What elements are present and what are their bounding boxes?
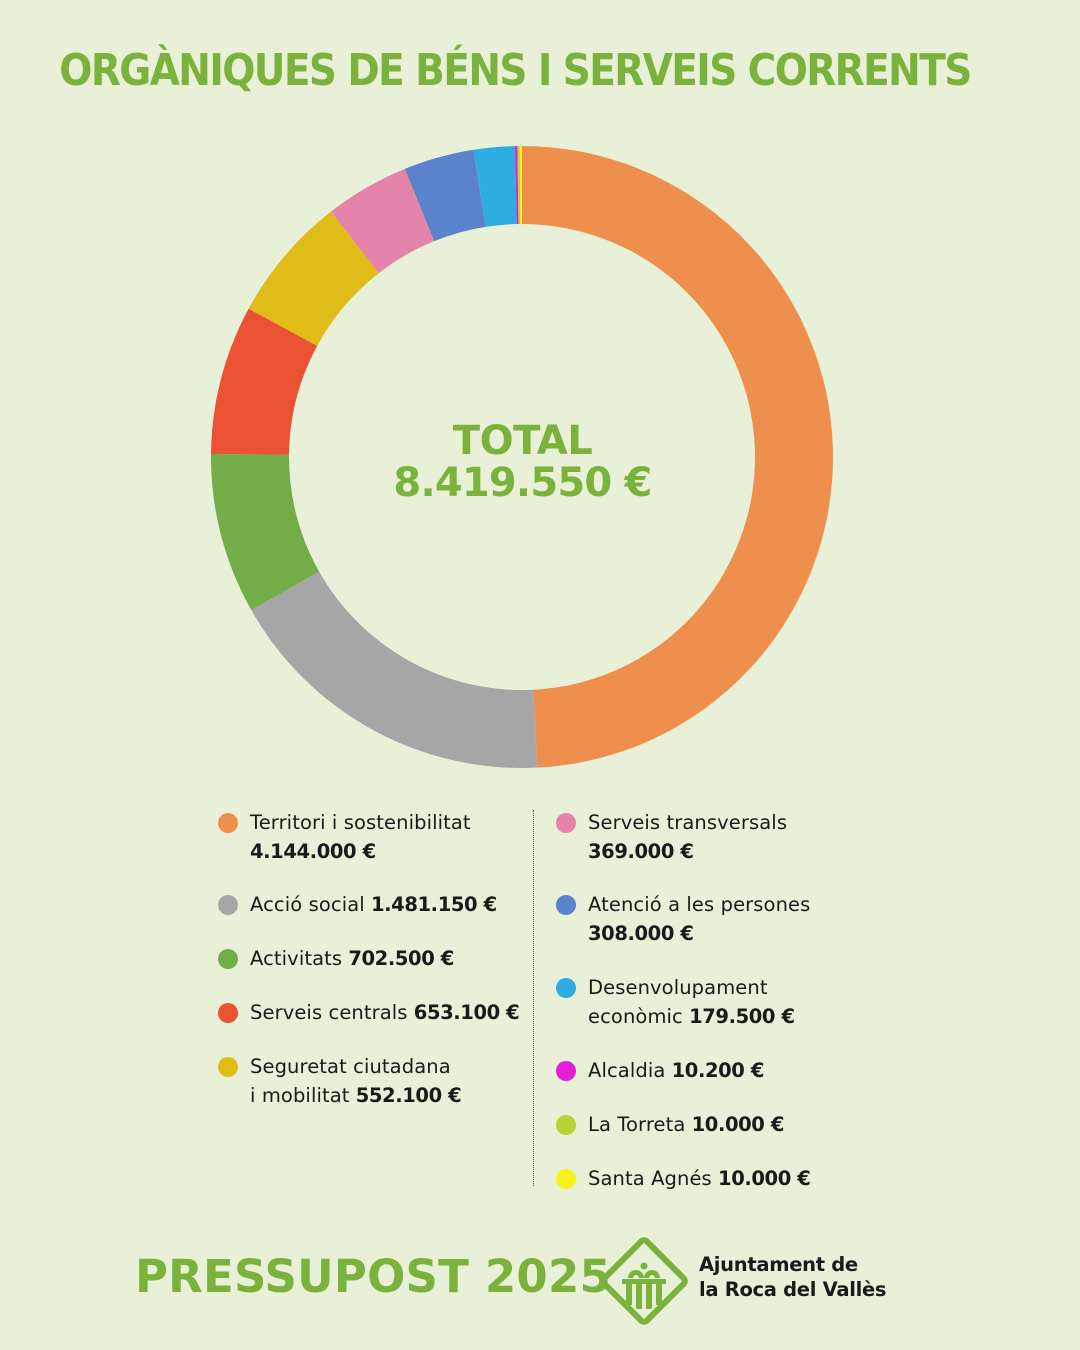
legend-label: Serveis transversals [588,811,788,834]
org-name: Ajuntament de la Roca del Vallès [699,1252,887,1302]
town-logo-icon [600,1237,688,1325]
legend-item: Desenvolupament econòmic 179.500 € [556,973,795,1031]
total-heading: TOTAL [452,418,593,464]
donut-slice-la-torreta [517,146,521,225]
legend-label-cont: econòmic [588,1005,683,1028]
donut-slice-desenvolupament-econ-mic [473,146,517,227]
legend-label: Atenció a les persones [588,893,811,916]
legend-item: Alcaldia 10.200 € [556,1056,764,1085]
donut-slice-territori-i-sostenibilitat [522,146,834,768]
legend-dot [218,895,238,915]
legend-label: Alcaldia [588,1059,666,1082]
donut-slice-activitats [211,453,320,611]
legend-divider [533,810,534,1186]
legend-dot [556,978,576,998]
total-value: 8.419.550 € [393,460,652,506]
legend-item: Santa Agnés 10.000 € [556,1164,811,1193]
donut-slice-seguretat-ciutadana-i-mobilitat [248,211,379,346]
donut-slice-serveis-transversals [330,168,435,274]
legend-dot [556,1061,576,1081]
legend-dot [218,949,238,969]
legend-value: 308.000 € [588,922,694,945]
legend-value: 369.000 € [588,840,694,863]
legend-value: 1.481.150 € [371,893,497,916]
donut-slice-acci-social [251,571,538,769]
legend-item: Seguretat ciutadana i mobilitat 552.100 … [218,1052,462,1110]
legend-dot [556,1115,576,1135]
legend-dot [556,813,576,833]
legend-dot [556,895,576,915]
legend-label: Activitats [250,947,343,970]
legend-dot [556,1169,576,1189]
legend-dot [218,1003,238,1023]
budget-title: PRESSUPOST 2025 [135,1250,611,1303]
legend-label: Territori i sostenibilitat [250,811,471,834]
legend-value: 10.000 € [691,1113,785,1136]
legend-label: Santa Agnés [588,1167,712,1190]
legend-item: Serveis transversals 369.000 € [556,808,787,866]
org-name-line2: la Roca del Vallès [699,1278,887,1301]
donut-slice-alcaldia [514,146,519,225]
total-label: TOTAL 8.419.550 € [370,420,675,504]
legend-dot [218,813,238,833]
legend-label: Acció social [250,893,365,916]
legend-label: Desenvolupament [588,976,768,999]
donut-chart [211,146,834,769]
legend-item: Acció social 1.481.150 € [218,890,497,919]
legend-value: 653.100 € [413,1001,520,1024]
legend-value: 4.144.000 € [250,840,376,863]
legend-label: Seguretat ciutadana [250,1055,451,1078]
legend-item: Activitats 702.500 € [218,944,454,973]
legend-label: Serveis centrals [250,1001,408,1024]
legend-item: Atenció a les persones 308.000 € [556,890,810,948]
legend-value: 702.500 € [348,947,454,970]
legend-dot [218,1057,238,1077]
legend-item: Serveis centrals 653.100 € [218,998,520,1027]
donut-slice-serveis-centrals [211,308,318,455]
legend-item: Territori i sostenibilitat 4.144.000 € [218,808,471,866]
legend-label: La Torreta [588,1113,686,1136]
donut-slice-atenci-a-les-persones [404,149,486,242]
donut-slice-santa-agn-s [519,146,522,225]
legend-value: 10.200 € [671,1059,765,1082]
page-title: ORGÀNIQUES DE BÉNS I SERVEIS CORRENTS [59,46,972,97]
org-name-line1: Ajuntament de [699,1253,858,1276]
legend-value: 10.000 € [718,1167,811,1190]
legend-value: 552.100 € [355,1084,462,1107]
legend-label-cont: i mobilitat [250,1084,350,1107]
legend-value: 179.500 € [689,1005,795,1028]
legend-item: La Torreta 10.000 € [556,1110,784,1139]
